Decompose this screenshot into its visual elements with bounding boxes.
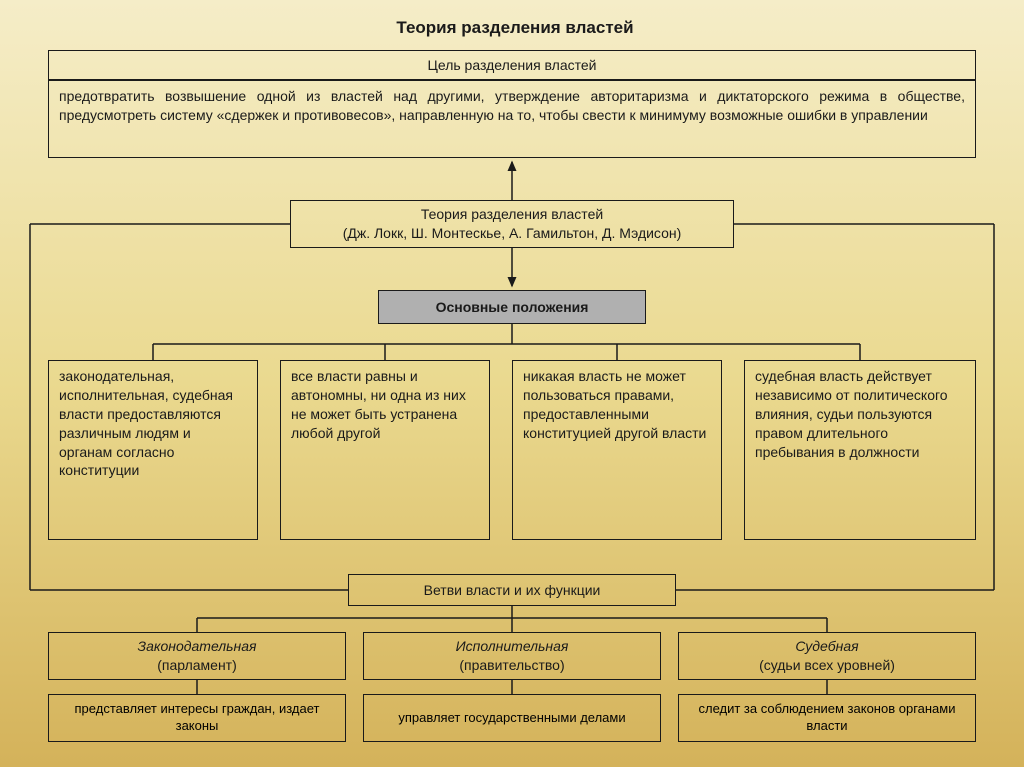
position-box-1: законодательная, исполнительная, судебна… (48, 360, 258, 540)
purpose-header-box: Цель разделения властей (48, 50, 976, 80)
position-box-2: все власти равны и автономны, ни одна из… (280, 360, 490, 540)
theory-line2: (Дж. Локк, Ш. Монтескье, А. Гамильтон, Д… (343, 224, 682, 243)
position-text-2: все власти равны и автономны, ни одна из… (291, 367, 479, 443)
purpose-body-text: предотвратить возвышение одной из власте… (59, 87, 965, 125)
branch-name-1: Законодательная (138, 637, 257, 656)
positions-header-text: Основные положения (436, 298, 589, 317)
branch-name-box-1: Законодательная (парламент) (48, 632, 346, 680)
branch-name-box-2: Исполнительная (правительство) (363, 632, 661, 680)
position-box-3: никакая власть не может пользоваться пра… (512, 360, 722, 540)
branch-func-box-2: управляет государственными делами (363, 694, 661, 742)
theory-line1: Теория разделения властей (421, 205, 603, 224)
position-box-4: судебная власть действует независимо от … (744, 360, 976, 540)
position-text-1: законодательная, исполнительная, судебна… (59, 367, 247, 480)
branch-func-3: следит за соблюдением законов органами в… (689, 701, 965, 735)
branch-func-box-3: следит за соблюдением законов органами в… (678, 694, 976, 742)
theory-box: Теория разделения властей (Дж. Локк, Ш. … (290, 200, 734, 248)
branch-sub-1: (парламент) (157, 656, 237, 675)
purpose-body-box: предотвратить возвышение одной из власте… (48, 80, 976, 158)
branch-func-1: представляет интересы граждан, издает за… (59, 701, 335, 735)
position-text-3: никакая власть не может пользоваться пра… (523, 367, 711, 443)
branch-name-2: Исполнительная (456, 637, 569, 656)
purpose-header-text: Цель разделения властей (428, 56, 597, 75)
branch-name-box-3: Судебная (судьи всех уровней) (678, 632, 976, 680)
branch-sub-2: (правительство) (459, 656, 564, 675)
branch-sub-3: (судьи всех уровней) (759, 656, 895, 675)
branch-func-box-1: представляет интересы граждан, издает за… (48, 694, 346, 742)
diagram-title: Теория разделения властей (335, 18, 695, 38)
branches-header-box: Ветви власти и их функции (348, 574, 676, 606)
position-text-4: судебная власть действует независимо от … (755, 367, 965, 461)
branches-header-text: Ветви власти и их функции (424, 581, 601, 600)
branch-name-3: Судебная (795, 637, 858, 656)
positions-header-box: Основные положения (378, 290, 646, 324)
branch-func-2: управляет государственными делами (398, 710, 625, 727)
